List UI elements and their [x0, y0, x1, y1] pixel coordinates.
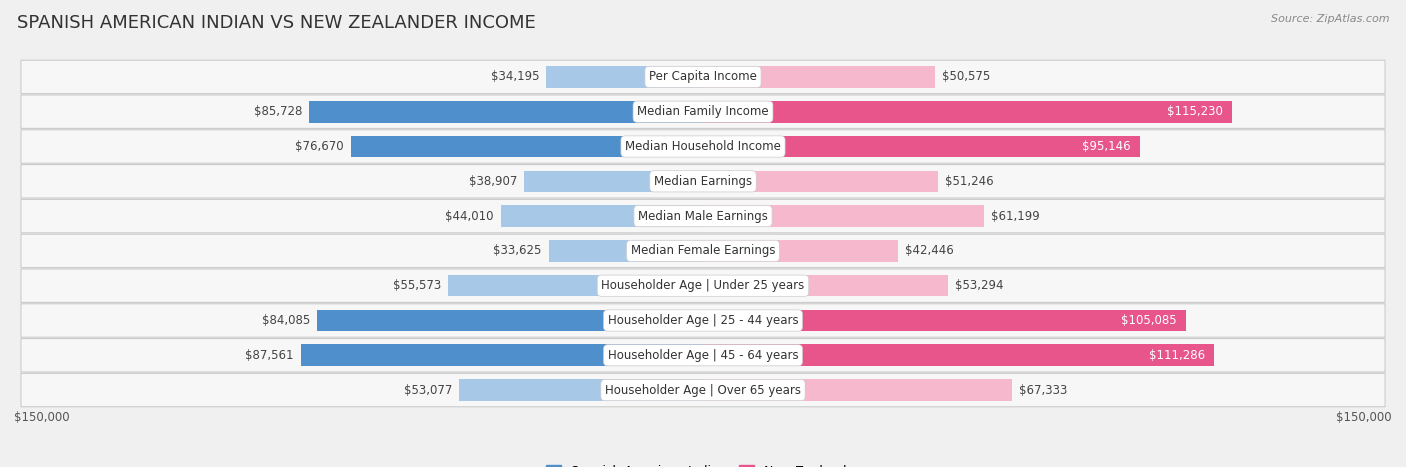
Bar	[447, 275, 703, 297]
Text: $53,294: $53,294	[955, 279, 1002, 292]
Bar	[703, 379, 1012, 401]
Legend: Spanish American Indian, New Zealander: Spanish American Indian, New Zealander	[541, 460, 865, 467]
Text: $87,561: $87,561	[246, 349, 294, 362]
Text: $85,728: $85,728	[254, 105, 302, 118]
Text: Householder Age | Under 25 years: Householder Age | Under 25 years	[602, 279, 804, 292]
FancyBboxPatch shape	[21, 339, 1385, 372]
FancyBboxPatch shape	[21, 95, 1385, 128]
Bar	[301, 345, 703, 366]
Bar	[352, 136, 703, 157]
Bar	[703, 275, 948, 297]
Bar	[524, 170, 703, 192]
Text: Per Capita Income: Per Capita Income	[650, 71, 756, 84]
Text: $105,085: $105,085	[1121, 314, 1177, 327]
Bar	[548, 240, 703, 262]
Text: Source: ZipAtlas.com: Source: ZipAtlas.com	[1271, 14, 1389, 24]
Bar	[546, 66, 703, 88]
Bar	[309, 101, 703, 122]
Text: $38,907: $38,907	[470, 175, 517, 188]
Text: $150,000: $150,000	[14, 411, 70, 424]
FancyBboxPatch shape	[21, 234, 1385, 268]
Bar	[703, 310, 1185, 331]
Text: $55,573: $55,573	[392, 279, 441, 292]
Bar	[501, 205, 703, 227]
Bar	[703, 170, 938, 192]
Bar	[316, 310, 703, 331]
Text: Householder Age | Over 65 years: Householder Age | Over 65 years	[605, 383, 801, 396]
Text: Median Family Income: Median Family Income	[637, 105, 769, 118]
Text: $76,670: $76,670	[295, 140, 344, 153]
Text: Householder Age | 45 - 64 years: Householder Age | 45 - 64 years	[607, 349, 799, 362]
Bar	[703, 205, 984, 227]
FancyBboxPatch shape	[21, 199, 1385, 233]
FancyBboxPatch shape	[21, 164, 1385, 198]
FancyBboxPatch shape	[21, 269, 1385, 303]
Bar	[703, 66, 935, 88]
Text: $53,077: $53,077	[404, 383, 453, 396]
FancyBboxPatch shape	[21, 304, 1385, 337]
FancyBboxPatch shape	[21, 60, 1385, 93]
Text: $51,246: $51,246	[945, 175, 994, 188]
Text: SPANISH AMERICAN INDIAN VS NEW ZEALANDER INCOME: SPANISH AMERICAN INDIAN VS NEW ZEALANDER…	[17, 14, 536, 32]
FancyBboxPatch shape	[21, 130, 1385, 163]
Text: Median Earnings: Median Earnings	[654, 175, 752, 188]
Bar	[703, 240, 898, 262]
Text: Median Household Income: Median Household Income	[626, 140, 780, 153]
FancyBboxPatch shape	[21, 374, 1385, 407]
Bar	[703, 101, 1232, 122]
Bar	[703, 345, 1215, 366]
Bar	[460, 379, 703, 401]
Text: Median Female Earnings: Median Female Earnings	[631, 244, 775, 257]
Text: $42,446: $42,446	[905, 244, 953, 257]
Text: Median Male Earnings: Median Male Earnings	[638, 210, 768, 223]
Text: $50,575: $50,575	[942, 71, 990, 84]
Text: $33,625: $33,625	[494, 244, 541, 257]
Text: $61,199: $61,199	[991, 210, 1039, 223]
Text: Householder Age | 25 - 44 years: Householder Age | 25 - 44 years	[607, 314, 799, 327]
Text: $111,286: $111,286	[1149, 349, 1205, 362]
Text: $67,333: $67,333	[1019, 383, 1067, 396]
Text: $150,000: $150,000	[1336, 411, 1392, 424]
Text: $34,195: $34,195	[491, 71, 538, 84]
Text: $44,010: $44,010	[446, 210, 494, 223]
Text: $115,230: $115,230	[1167, 105, 1223, 118]
Text: $95,146: $95,146	[1083, 140, 1130, 153]
Text: $84,085: $84,085	[262, 314, 309, 327]
Bar	[703, 136, 1140, 157]
